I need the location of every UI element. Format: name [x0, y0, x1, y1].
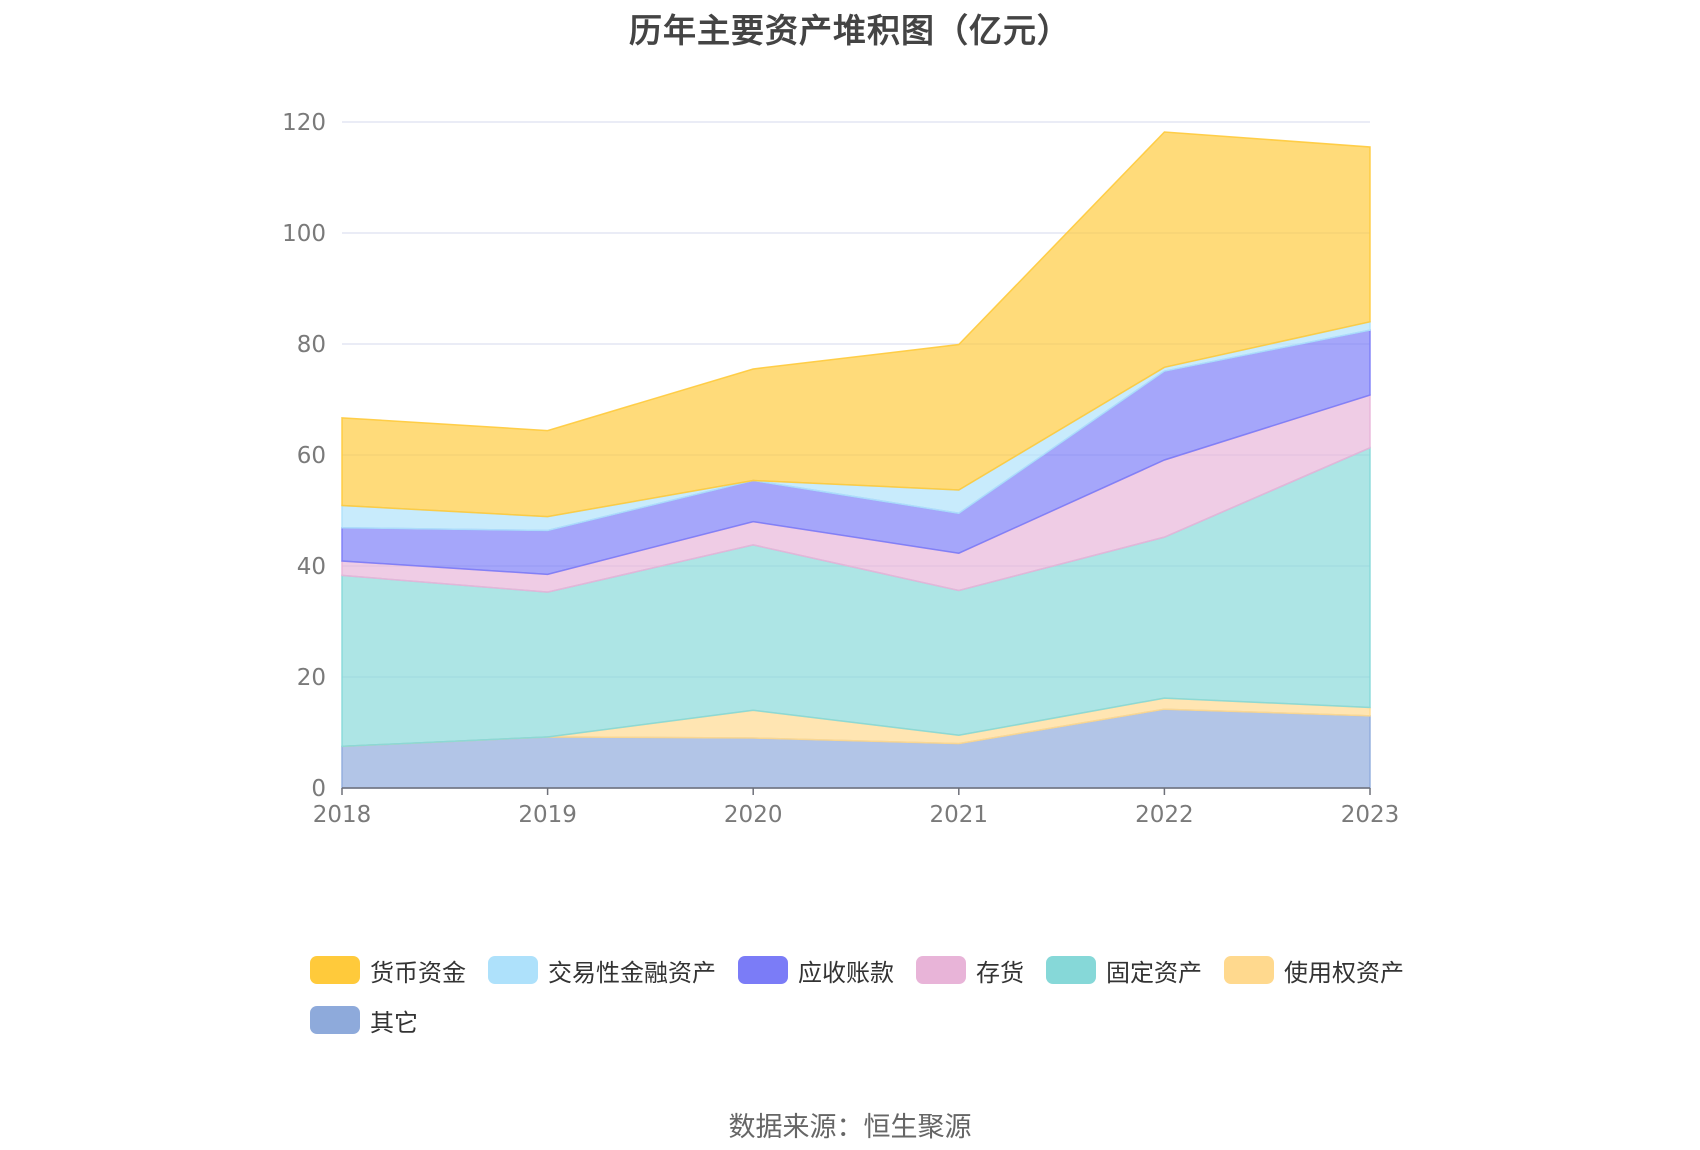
legend-swatch [488, 956, 538, 984]
y-tick-label: 120 [282, 110, 326, 136]
y-tick-label: 40 [297, 554, 326, 580]
y-tick-label: 80 [297, 332, 326, 358]
legend-swatch [916, 956, 966, 984]
legend-label: 交易性金融资产 [548, 958, 716, 987]
legend-label: 存货 [976, 958, 1024, 987]
legend-item[interactable]: 其它 [310, 1005, 418, 1037]
area-series [341, 131, 1371, 789]
legend-item[interactable]: 货币资金 [310, 955, 466, 987]
chart-title: 历年主要资产堆积图（亿元） [629, 11, 1071, 50]
legend-item[interactable]: 应收账款 [738, 955, 894, 987]
x-tick-label: 2020 [724, 802, 783, 828]
legend-swatch [310, 956, 360, 984]
x-tick-label: 2019 [518, 802, 577, 828]
y-tick-label: 20 [297, 665, 326, 691]
y-tick-label: 100 [282, 221, 326, 247]
area-series-6 [341, 131, 1371, 518]
legend-label: 使用权资产 [1284, 958, 1404, 987]
legend: 货币资金 交易性金融资产 应收账款 存货 固定资产 使用权资产其它 [310, 955, 1430, 1037]
legend-swatch [738, 956, 788, 984]
legend-swatch [1224, 956, 1274, 984]
legend-label: 其它 [370, 1008, 418, 1037]
legend-label: 货币资金 [370, 958, 466, 987]
x-tick-label: 2022 [1135, 802, 1194, 828]
x-tick-label: 2021 [930, 802, 989, 828]
legend-item[interactable]: 交易性金融资产 [488, 955, 716, 987]
legend-item[interactable]: 使用权资产 [1224, 955, 1404, 987]
y-tick-label: 0 [311, 776, 326, 802]
x-tick-label: 2023 [1341, 802, 1400, 828]
legend-item[interactable]: 固定资产 [1046, 955, 1202, 987]
legend-swatch [1046, 956, 1096, 984]
x-tick-label: 2018 [313, 802, 372, 828]
data-source-note: 数据来源：恒生聚源 [728, 1112, 972, 1143]
y-tick-label: 60 [297, 443, 326, 469]
axes: 0 20 40 60 80 100 120 2018 2019 2020 2021 2022 2023 [282, 110, 1399, 828]
legend-label: 应收账款 [798, 958, 894, 987]
legend-item[interactable]: 存货 [916, 955, 1024, 987]
legend-swatch [310, 1006, 360, 1034]
legend-label: 固定资产 [1106, 958, 1202, 987]
